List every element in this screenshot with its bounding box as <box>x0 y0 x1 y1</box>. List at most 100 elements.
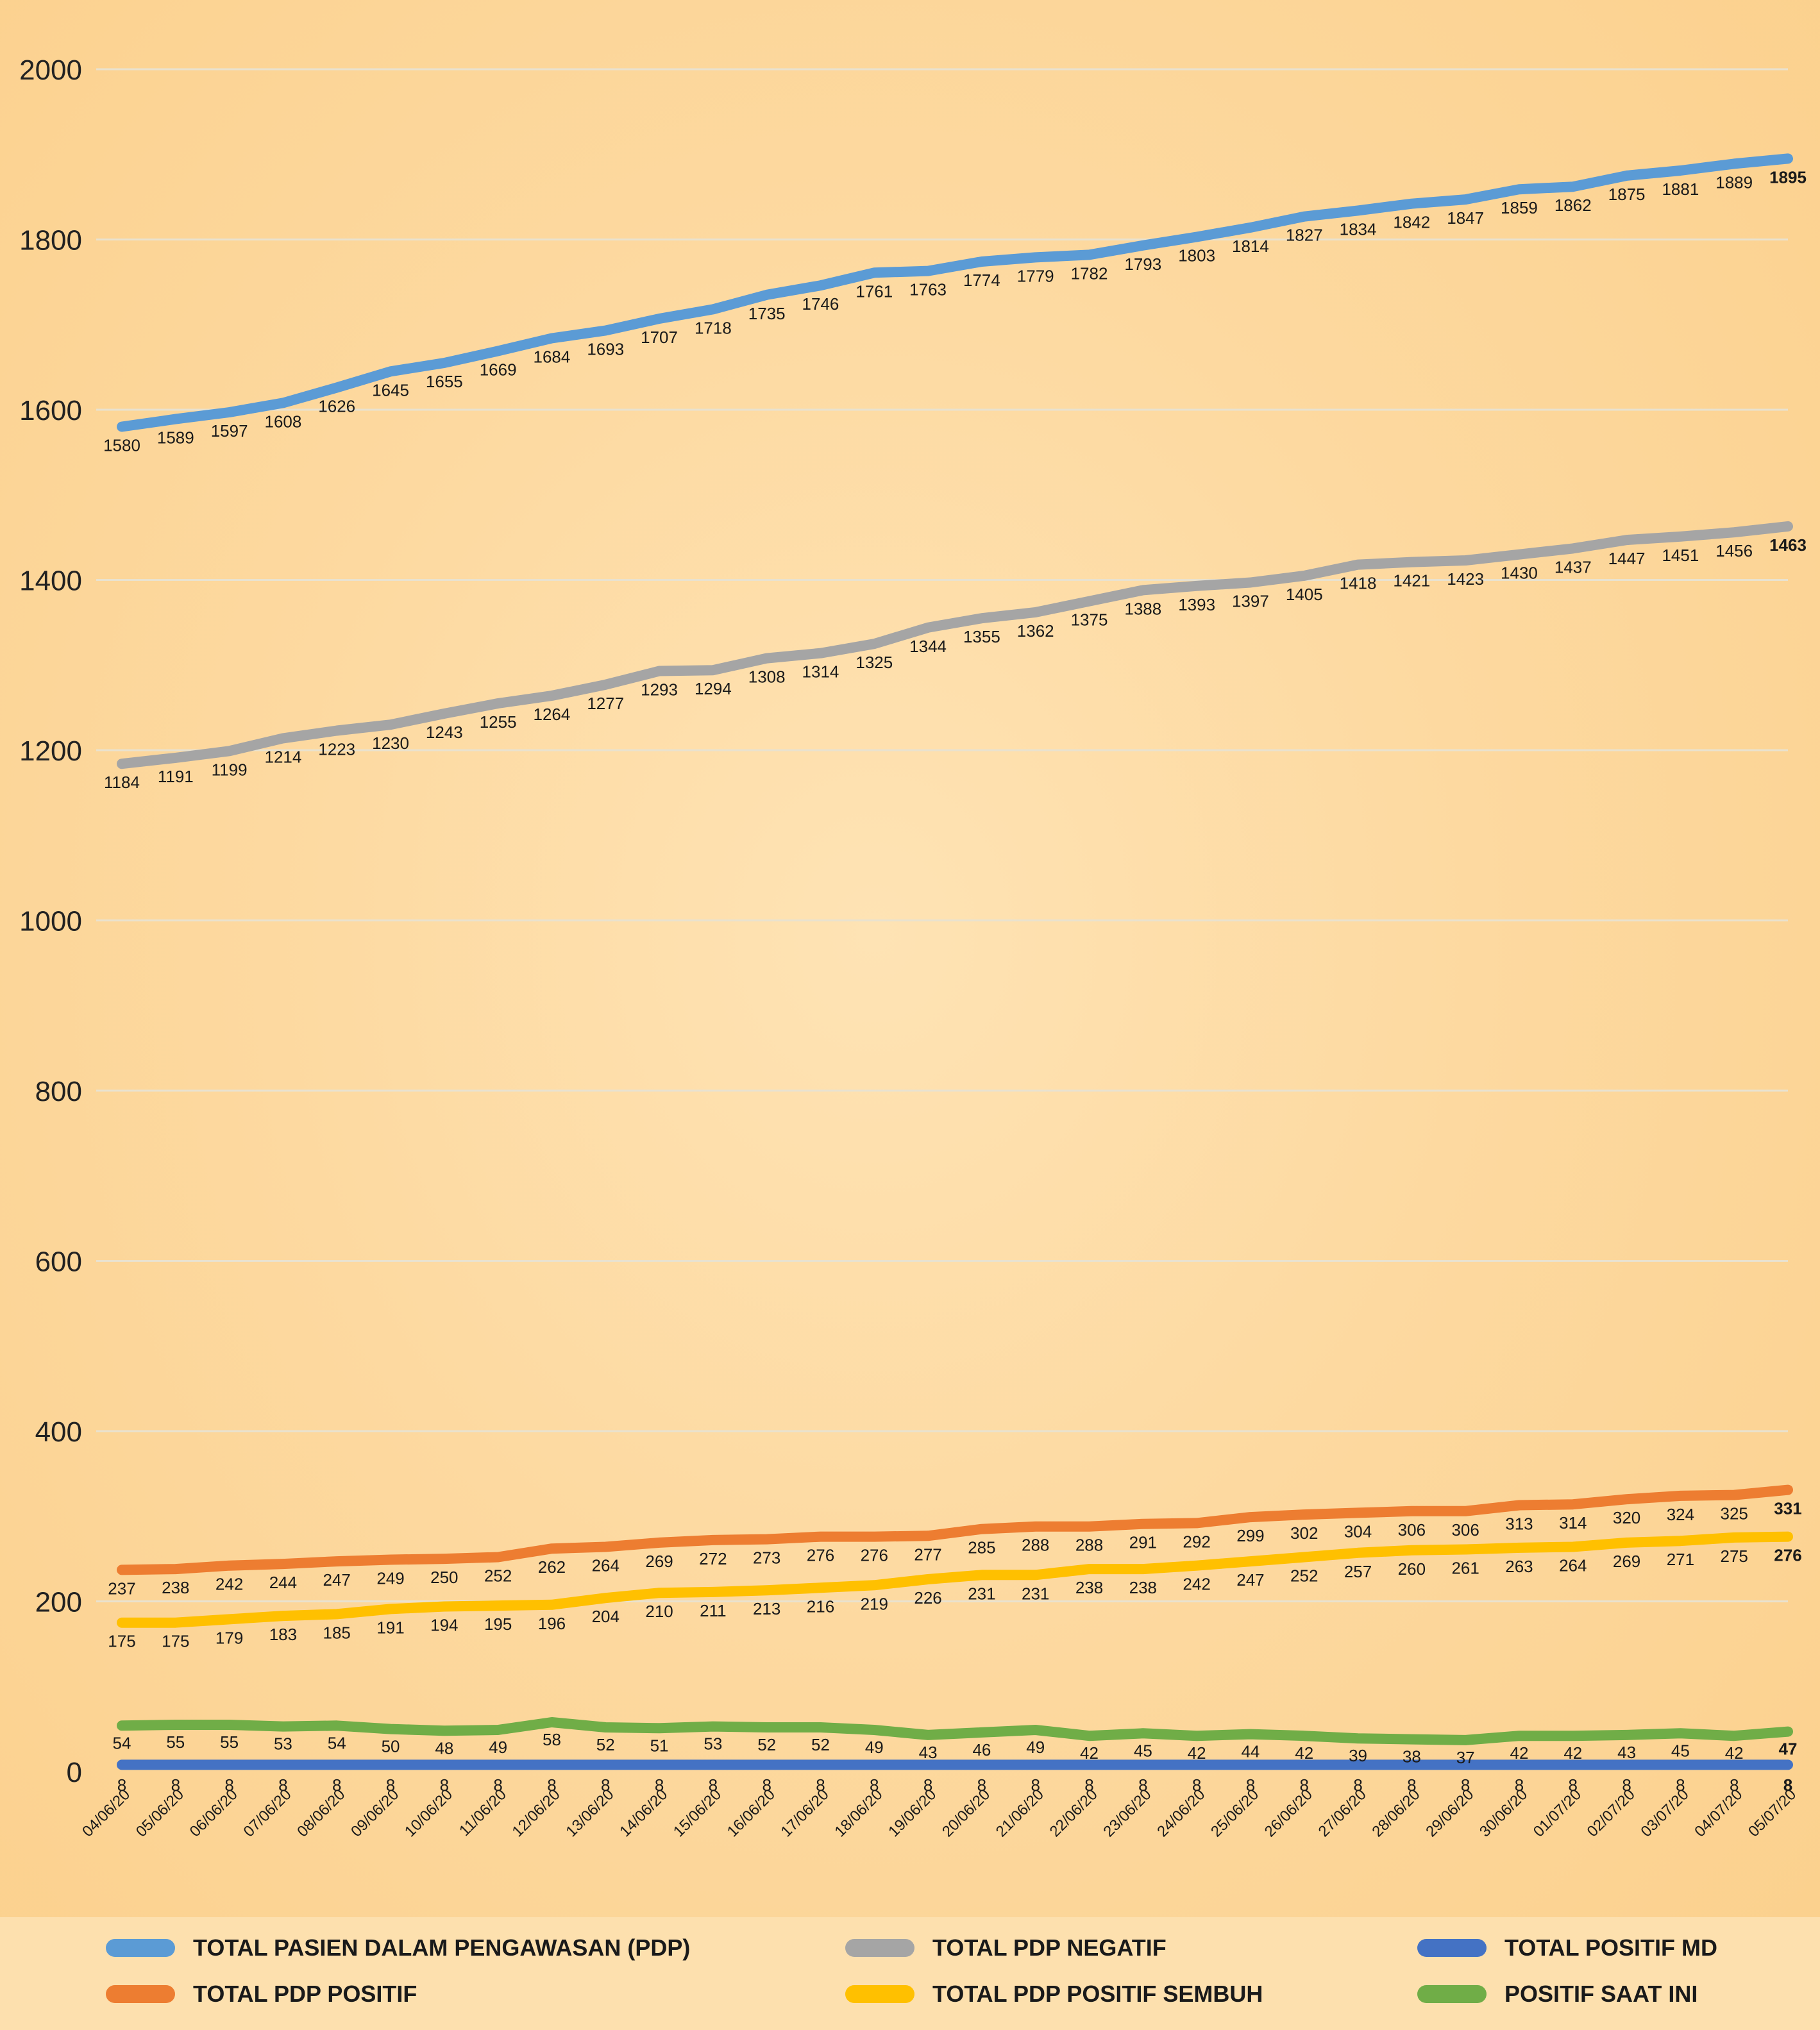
data-label: 231 <box>968 1584 995 1603</box>
x-tick-label: 11/06/20 <box>456 1786 510 1840</box>
data-label: 8 <box>547 1775 556 1795</box>
data-label: 1814 <box>1232 237 1269 256</box>
data-label: 299 <box>1236 1526 1264 1545</box>
x-tick-label: 18/06/20 <box>831 1786 886 1840</box>
data-label: 216 <box>807 1597 834 1616</box>
data-label: 292 <box>1183 1532 1210 1551</box>
data-label: 49 <box>1026 1738 1045 1757</box>
series-lines <box>117 153 1793 1770</box>
data-label: 320 <box>1613 1508 1640 1527</box>
data-label: 1597 <box>211 421 248 440</box>
data-label: 46 <box>972 1740 991 1759</box>
data-label: 8 <box>923 1775 932 1795</box>
data-label: 1862 <box>1555 196 1592 215</box>
legend-label-pdp-positif: TOTAL PDP POSITIF <box>193 1981 417 2007</box>
data-label: 42 <box>1563 1743 1582 1763</box>
x-tick-label: 29/06/20 <box>1422 1786 1477 1840</box>
x-tick-label: 09/06/20 <box>348 1786 402 1840</box>
data-label: 185 <box>323 1623 351 1642</box>
data-label: 8 <box>1676 1775 1685 1795</box>
data-label: 53 <box>274 1734 292 1754</box>
data-label: 42 <box>1510 1743 1529 1763</box>
data-label: 276 <box>861 1546 888 1565</box>
data-label: 262 <box>538 1557 566 1577</box>
data-label: 1847 <box>1447 208 1484 228</box>
data-label: 195 <box>484 1615 512 1634</box>
x-tick-label: 04/07/20 <box>1691 1786 1746 1840</box>
data-label: 242 <box>1183 1575 1210 1594</box>
data-label: 1397 <box>1232 591 1269 610</box>
legend-swatch-pdp-positif <box>106 1985 175 2003</box>
data-label: 1655 <box>426 372 463 391</box>
data-label: 1608 <box>264 412 301 431</box>
data-label: 1626 <box>318 396 355 415</box>
series-line-5 <box>117 1717 1793 1745</box>
x-tick-label: 15/06/20 <box>670 1786 725 1840</box>
x-tick-label: 26/06/20 <box>1261 1786 1316 1840</box>
data-label: 1314 <box>802 662 839 682</box>
data-label: 288 <box>1022 1536 1049 1555</box>
data-label: 269 <box>1613 1552 1640 1571</box>
data-label: 1430 <box>1501 564 1538 583</box>
data-label: 1223 <box>318 739 355 759</box>
data-label: 43 <box>919 1743 938 1762</box>
data-label: 8 <box>332 1775 341 1795</box>
data-label: 272 <box>699 1549 727 1568</box>
data-label: 1859 <box>1501 198 1538 217</box>
x-tick-label: 16/06/20 <box>724 1786 779 1840</box>
data-label: 211 <box>700 1601 726 1620</box>
data-label: 238 <box>1129 1578 1157 1597</box>
data-label: 1199 <box>212 760 248 779</box>
gridlines <box>96 68 1788 1602</box>
x-tick-label: 20/06/20 <box>939 1786 993 1840</box>
x-tick-label: 23/06/20 <box>1100 1786 1154 1840</box>
data-label: 8 <box>655 1775 664 1795</box>
data-label: 250 <box>430 1568 458 1587</box>
data-label: 37 <box>1456 1748 1475 1767</box>
data-label: 210 <box>645 1602 673 1621</box>
y-tick-label: 600 <box>35 1246 82 1278</box>
data-label: 8 <box>1084 1775 1093 1795</box>
data-label: 1693 <box>587 340 624 359</box>
data-label: 1580 <box>103 436 140 455</box>
data-label: 1684 <box>534 347 571 366</box>
data-label: 8 <box>762 1775 771 1795</box>
data-label: 8 <box>601 1775 610 1795</box>
data-label: 8 <box>386 1775 395 1795</box>
data-label: 1255 <box>480 712 517 732</box>
data-label: 1761 <box>855 281 893 301</box>
data-label: 8 <box>1783 1775 1792 1795</box>
y-tick-label: 400 <box>35 1416 82 1448</box>
data-label: 247 <box>1236 1570 1264 1590</box>
data-label: 8 <box>816 1775 825 1795</box>
data-label: 275 <box>1720 1547 1748 1566</box>
data-label: 8 <box>224 1775 233 1795</box>
data-label: 1447 <box>1608 549 1646 568</box>
data-label: 1645 <box>372 380 409 399</box>
data-label: 39 <box>1349 1746 1367 1765</box>
data-label: 1421 <box>1393 571 1430 591</box>
x-tick-label: 04/06/20 <box>79 1786 133 1840</box>
x-tick-label: 28/06/20 <box>1369 1786 1423 1840</box>
y-axis: 0 200 400 600 800 1000 1200 1400 1600 1800 2000 <box>19 55 82 1788</box>
x-tick-label: 27/06/20 <box>1315 1786 1370 1840</box>
data-label: 8 <box>1300 1775 1309 1795</box>
data-label: 52 <box>811 1735 830 1754</box>
data-label: 204 <box>592 1607 619 1626</box>
data-label: 1375 <box>1071 610 1108 630</box>
data-label: 1782 <box>1071 264 1108 283</box>
data-label: 1456 <box>1715 541 1753 560</box>
x-tick-label: 06/06/20 <box>187 1786 241 1840</box>
data-label: 45 <box>1671 1741 1690 1760</box>
y-tick-label: 200 <box>35 1587 82 1618</box>
legend: TOTAL PASIEN DALAM PENGAWASAN (PDP) TOTA… <box>0 1917 1820 2030</box>
legend-label-total-pdp: TOTAL PASIEN DALAM PENGAWASAN (PDP) <box>193 1934 691 1961</box>
legend-swatch-pdp-sembuh <box>845 1985 914 2003</box>
y-tick-label: 800 <box>35 1076 82 1107</box>
data-label: 1735 <box>748 304 786 323</box>
data-label: 8 <box>709 1775 718 1795</box>
y-tick-label: 0 <box>67 1757 82 1788</box>
legend-item-positif-md: TOTAL POSITIF MD <box>1417 1929 1717 1967</box>
data-label: 1277 <box>587 694 624 713</box>
data-label: 249 <box>376 1568 404 1588</box>
